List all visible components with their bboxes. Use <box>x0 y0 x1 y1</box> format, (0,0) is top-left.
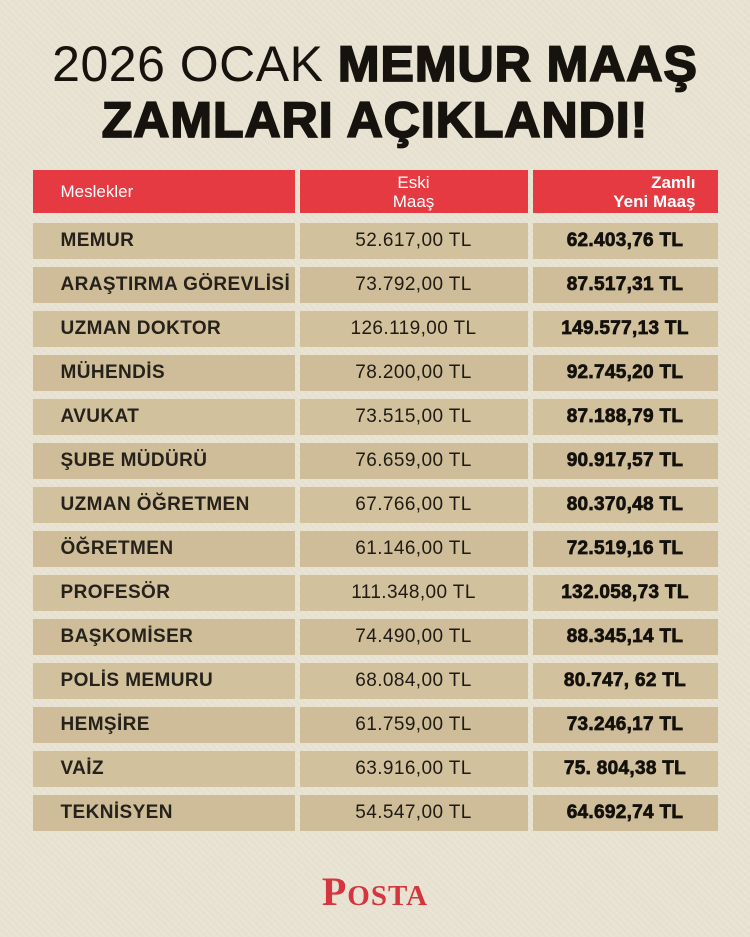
table-row: UZMAN ÖĞRETMEN 67.766,00 TL 80.370,48 TL <box>32 487 718 523</box>
new-salary-cell: 92.745,20 TL <box>532 355 718 391</box>
new-salary-cell: 90.917,57 TL <box>532 443 718 479</box>
profession-cell: POLİS MEMURU <box>32 663 295 699</box>
old-salary-cell: 68.084,00 TL <box>299 663 528 699</box>
old-salary-cell: 73.515,00 TL <box>299 399 528 435</box>
column-header-new-salary: Zamlı Yeni Maaş <box>532 170 718 213</box>
new-salary-header-line1: Zamlı <box>651 172 696 192</box>
profession-cell: ARAŞTIRMA GÖREVLİSİ <box>32 267 295 303</box>
profession-cell: PROFESÖR <box>32 575 295 611</box>
profession-cell: ÖĞRETMEN <box>32 531 295 567</box>
column-header-old-salary: Eski Maaş <box>299 170 528 213</box>
old-salary-cell: 61.759,00 TL <box>299 707 528 743</box>
old-salary-cell: 74.490,00 TL <box>299 619 528 655</box>
old-salary-cell: 78.200,00 TL <box>299 355 528 391</box>
new-salary-cell: 80.747, 62 TL <box>532 663 718 699</box>
new-salary-header-line2: Yeni Maaş <box>613 191 696 211</box>
table-row: ARAŞTIRMA GÖREVLİSİ 73.792,00 TL 87.517,… <box>32 267 718 303</box>
page-title: 2026 OCAK MEMUR MAAŞ ZAMLARI AÇIKLANDI! <box>0 0 750 149</box>
profession-cell: ŞUBE MÜDÜRÜ <box>32 443 295 479</box>
new-salary-cell: 132.058,73 TL <box>532 575 718 611</box>
table-row: UZMAN DOKTOR 126.119,00 TL 149.577,13 TL <box>32 311 718 347</box>
table-row: POLİS MEMURU 68.084,00 TL 80.747, 62 TL <box>32 663 718 699</box>
table-row: MEMUR 52.617,00 TL 62.403,76 TL <box>32 223 718 259</box>
new-salary-cell: 149.577,13 TL <box>532 311 718 347</box>
old-salary-cell: 52.617,00 TL <box>299 223 528 259</box>
old-salary-cell: 126.119,00 TL <box>299 311 528 347</box>
profession-cell: AVUKAT <box>32 399 295 435</box>
table-row: ÖĞRETMEN 61.146,00 TL 72.519,16 TL <box>32 531 718 567</box>
old-salary-header-line2: Maaş <box>392 191 435 211</box>
old-salary-cell: 54.547,00 TL <box>299 795 528 831</box>
profession-cell: BAŞKOMİSER <box>32 619 295 655</box>
profession-cell: MÜHENDİS <box>32 355 295 391</box>
old-salary-cell: 111.348,00 TL <box>299 575 528 611</box>
table-row: MÜHENDİS 78.200,00 TL 92.745,20 TL <box>32 355 718 391</box>
title-line2: ZAMLARI AÇIKLANDI! <box>101 91 649 149</box>
table-row: AVUKAT 73.515,00 TL 87.188,79 TL <box>32 399 718 435</box>
profession-cell: TEKNİSYEN <box>32 795 295 831</box>
new-salary-cell: 87.188,79 TL <box>532 399 718 435</box>
new-salary-cell: 62.403,76 TL <box>532 223 718 259</box>
title-year-month: 2026 OCAK <box>52 36 338 92</box>
posta-logo-rest: OSTA <box>347 880 429 912</box>
old-salary-header-line1: Eski <box>397 172 430 192</box>
new-salary-cell: 80.370,48 TL <box>532 487 718 523</box>
profession-cell: MEMUR <box>32 223 295 259</box>
column-header-professions: Meslekler <box>32 170 295 213</box>
table-row: TEKNİSYEN 54.547,00 TL 64.692,74 TL <box>32 795 718 831</box>
old-salary-cell: 67.766,00 TL <box>299 487 528 523</box>
new-salary-cell: 72.519,16 TL <box>532 531 718 567</box>
old-salary-cell: 61.146,00 TL <box>299 531 528 567</box>
table-row: BAŞKOMİSER 74.490,00 TL 88.345,14 TL <box>32 619 718 655</box>
table-row: PROFESÖR 111.348,00 TL 132.058,73 TL <box>32 575 718 611</box>
new-salary-cell: 64.692,74 TL <box>532 795 718 831</box>
salary-table: Meslekler Eski Maaş Zamlı Yeni Maaş MEMUR … <box>32 170 718 831</box>
posta-logo: POSTA <box>0 868 750 915</box>
table-body: MEMUR 52.617,00 TL 62.403,76 TL ARAŞTIRM… <box>32 223 718 831</box>
new-salary-cell: 73.246,17 TL <box>532 707 718 743</box>
profession-cell: UZMAN ÖĞRETMEN <box>32 487 295 523</box>
profession-cell: HEMŞİRE <box>32 707 295 743</box>
new-salary-cell: 75. 804,38 TL <box>532 751 718 787</box>
posta-logo-initial: P <box>321 869 348 914</box>
profession-cell: VAİZ <box>32 751 295 787</box>
old-salary-cell: 73.792,00 TL <box>299 267 528 303</box>
table-header-row: Meslekler Eski Maaş Zamlı Yeni Maaş <box>32 170 718 213</box>
old-salary-cell: 76.659,00 TL <box>299 443 528 479</box>
new-salary-cell: 87.517,31 TL <box>532 267 718 303</box>
new-salary-cell: 88.345,14 TL <box>532 619 718 655</box>
old-salary-cell: 63.916,00 TL <box>299 751 528 787</box>
table-row: VAİZ 63.916,00 TL 75. 804,38 TL <box>32 751 718 787</box>
profession-cell: UZMAN DOKTOR <box>32 311 295 347</box>
title-subject: MEMUR MAAŞ <box>337 35 698 93</box>
table-row: HEMŞİRE 61.759,00 TL 73.246,17 TL <box>32 707 718 743</box>
table-row: ŞUBE MÜDÜRÜ 76.659,00 TL 90.917,57 TL <box>32 443 718 479</box>
